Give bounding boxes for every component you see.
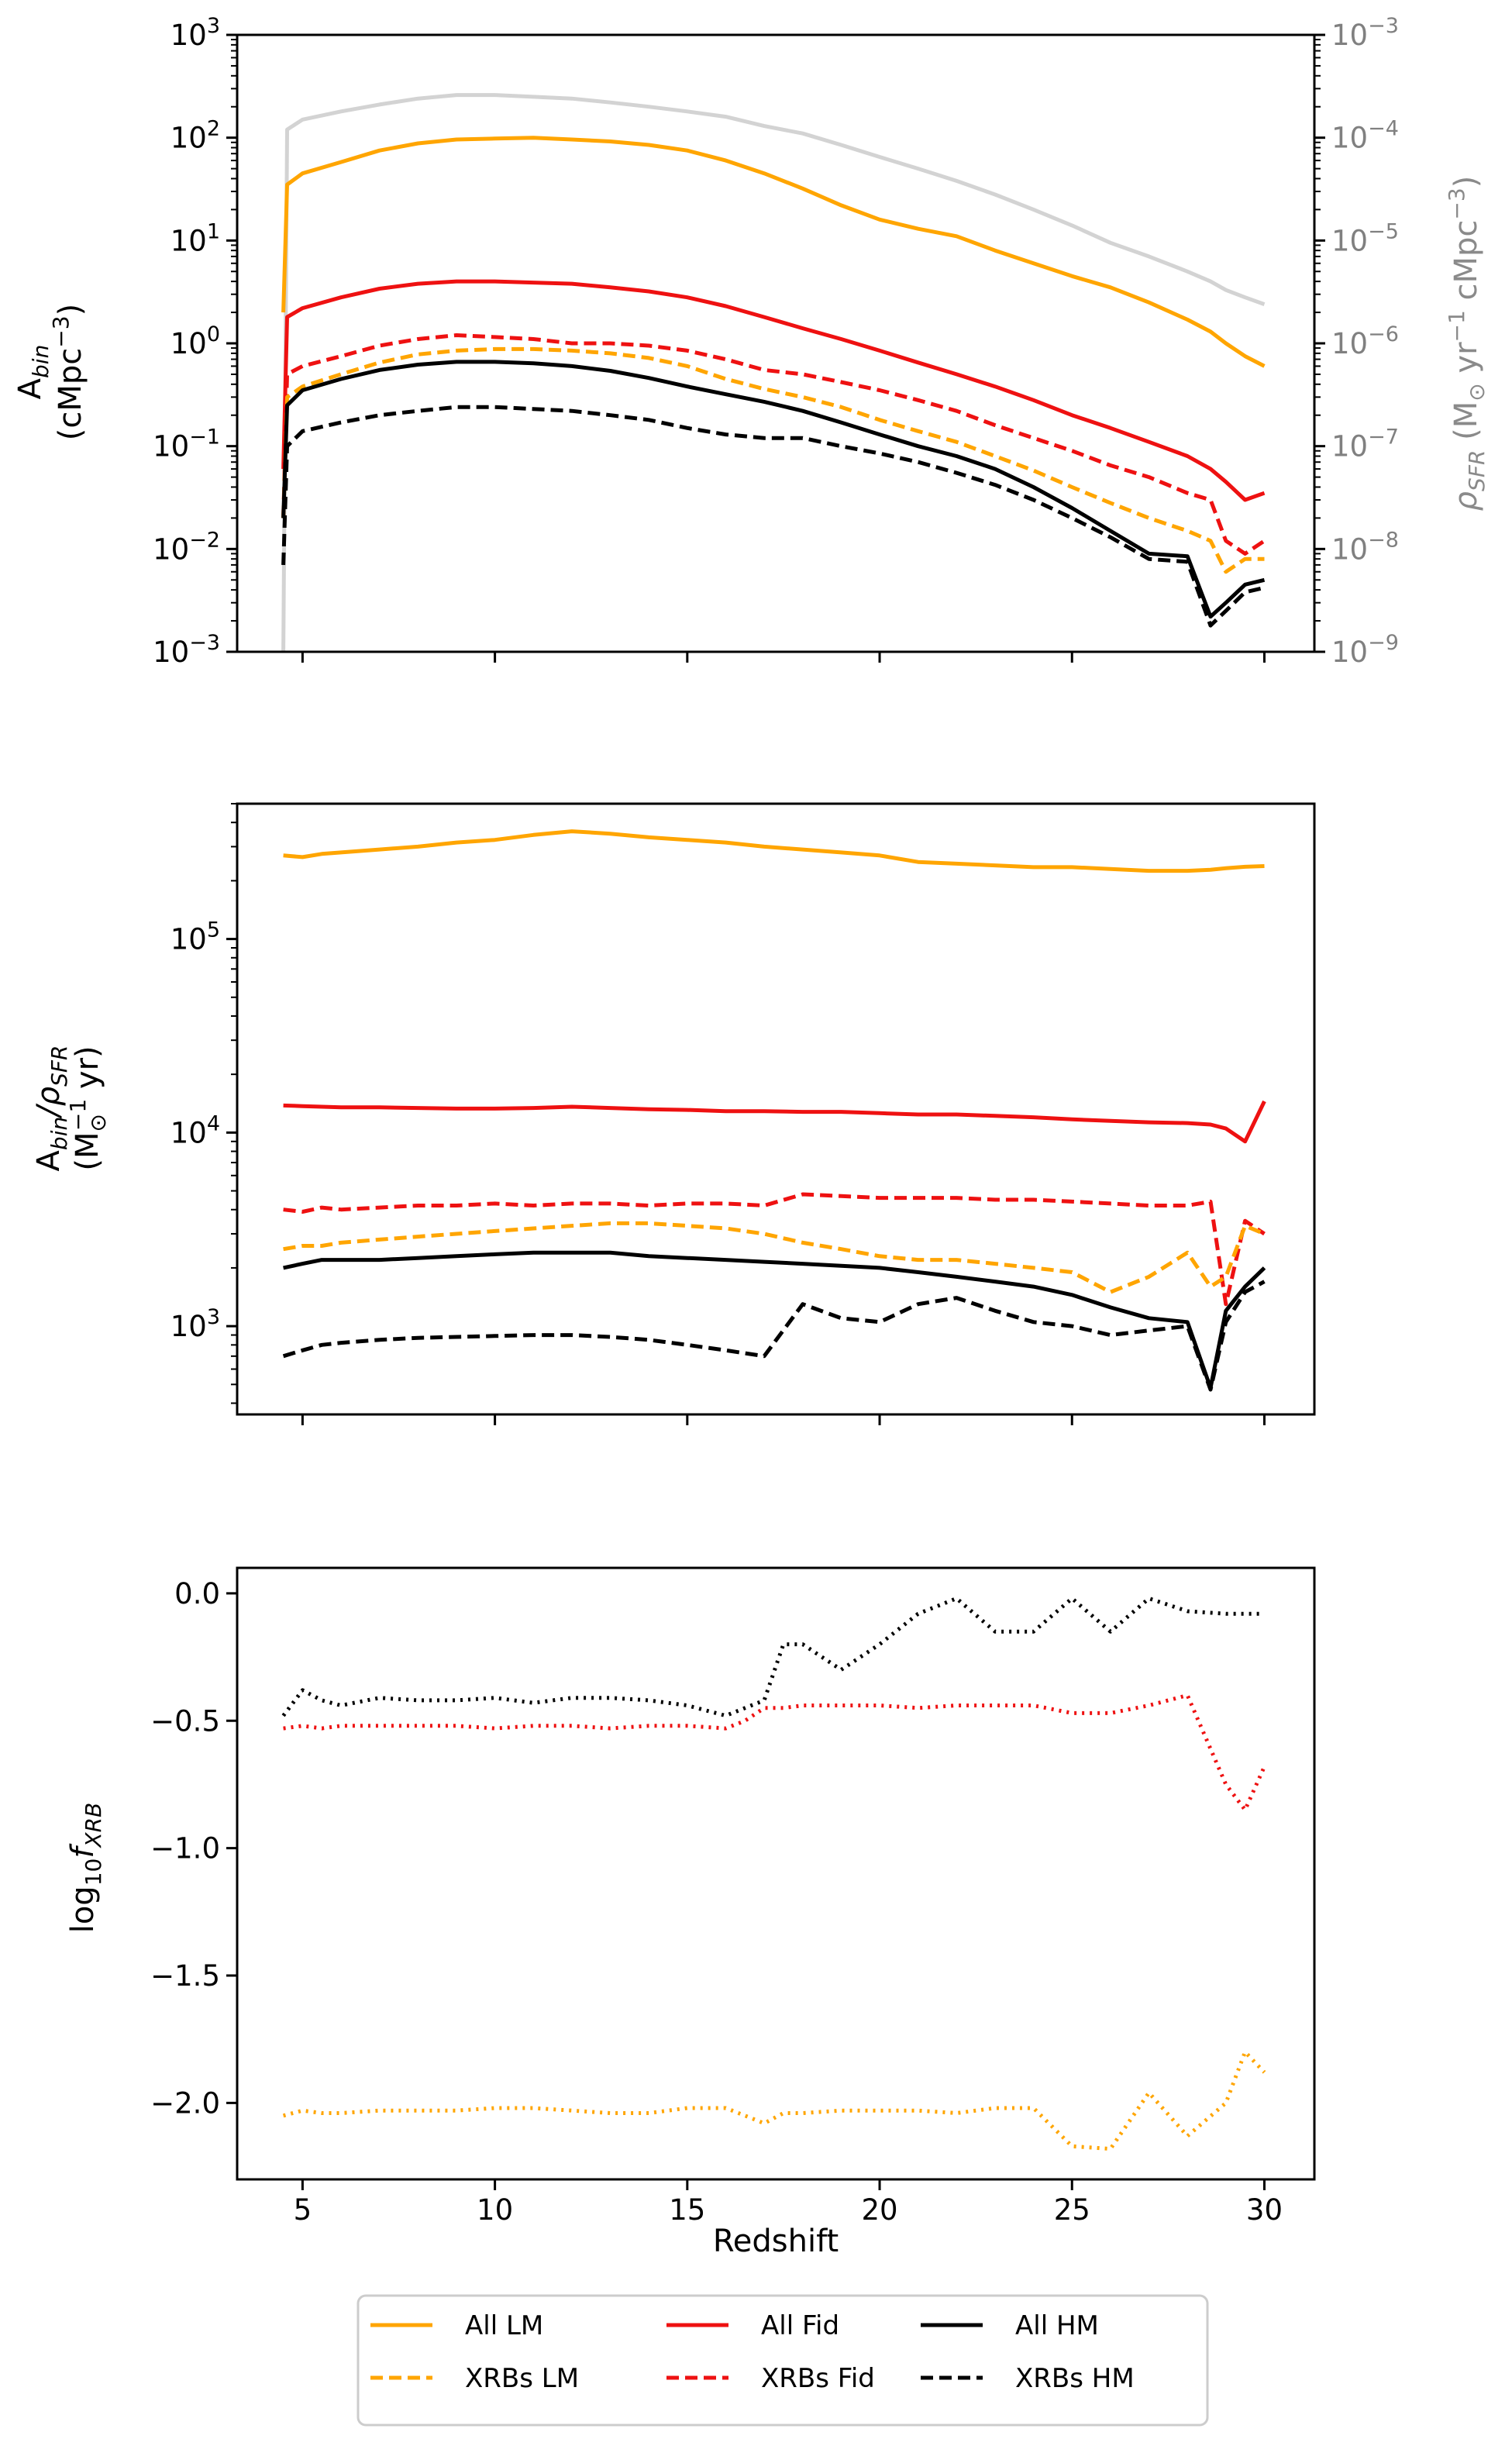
series-line-lm <box>282 2050 1266 2151</box>
legend-label: All HM <box>1015 2310 1099 2341</box>
series-line-xrbs-hm <box>282 1280 1266 1392</box>
series-line-all-fid <box>283 1100 1266 1144</box>
right-y-tick-label: 10−9 <box>1331 631 1399 669</box>
right-y-tick-label: 10−3 <box>1331 14 1399 52</box>
panel-top-ylabel-line2: (cMpc−3) <box>48 304 88 440</box>
y-tick-label: 10−3 <box>153 631 220 669</box>
series-line-xrbs-lm <box>283 1221 1266 1294</box>
panel-middle-y-ticks: 105 104 103 <box>170 803 237 1404</box>
panel-top-right-ylabel: ρSFR (M⊙ yr−1 cMpc−3) <box>1444 176 1490 512</box>
panel-bottom-y-ticks: 0.0 −0.5 −1.0 −1.5 −2.0 <box>150 1577 237 2120</box>
x-tick-label: 10 <box>477 2193 513 2227</box>
panel-bottom-x-ticks: 5 10 15 20 25 30 <box>294 2179 1283 2227</box>
series-line-hm <box>281 1596 1265 1718</box>
panel-top-ylabel-line1: Abin <box>12 345 53 400</box>
panel-bottom: 5 10 15 20 25 30 0.0 −0.5 −1.0 −1.5 −2.0 log10fXR… <box>65 1566 1316 2259</box>
legend-label: All Fid <box>761 2310 839 2341</box>
panel-middle-ylabel-line1: Abin/ρSFR <box>31 1046 72 1172</box>
panel-top-y-ticks: 103 102 101 100 10−1 10−2 10−3 <box>153 14 237 669</box>
y-tick-label: 0.0 <box>174 1577 220 1610</box>
legend: All LM XRBs LM All Fid XRBs Fid All HM XRBs H… <box>356 2294 1209 2427</box>
x-tick-label: 15 <box>669 2193 705 2227</box>
series-line-all-fid <box>281 279 1266 502</box>
right-y-tick-label: 10−8 <box>1331 528 1399 566</box>
right-y-tick-label: 10−5 <box>1331 219 1399 257</box>
x-tick-label: 25 <box>1054 2193 1090 2227</box>
legend-box <box>356 2294 1209 2427</box>
series-line-fid <box>283 1693 1266 1812</box>
y-tick-label: 102 <box>170 117 220 155</box>
y-tick-label: 10−2 <box>153 528 220 566</box>
right-y-tick-label: 10−4 <box>1331 117 1399 155</box>
series-line-all-lm <box>281 136 1266 368</box>
y-tick-label: 105 <box>170 918 220 956</box>
series-line-xrbs-fid <box>283 1192 1266 1307</box>
series-line-xrbs-lm <box>281 346 1265 574</box>
panel-middle-frame <box>236 802 1316 1416</box>
panel-middle: 105 104 103 Abin/ρSFR (M⊙−1 yr) <box>31 802 1316 1425</box>
panel-middle-x-ticks <box>301 1414 1266 1425</box>
series-line-all-hm <box>283 1250 1266 1390</box>
right-y-tick-label: 10−7 <box>1331 425 1399 463</box>
y-tick-label: 101 <box>170 219 220 257</box>
x-tick-label: 30 <box>1246 2193 1283 2227</box>
panel-middle-ylabel-line2: (M⊙−1 yr) <box>65 1046 111 1170</box>
x-tick-label: 20 <box>861 2193 897 2227</box>
y-tick-label: 10−1 <box>153 425 220 463</box>
panel-bottom-series <box>281 1596 1266 2151</box>
y-tick-label: 100 <box>170 322 220 360</box>
x-axis-label: Redshift <box>713 2224 839 2259</box>
panel-top-x-ticks <box>301 652 1266 663</box>
legend-label: XRBs LM <box>465 2363 579 2394</box>
y-tick-label: −2.0 <box>150 2086 220 2120</box>
panel-top-series <box>281 93 1266 652</box>
series-line--sfr <box>281 93 1266 652</box>
panel-middle-series <box>282 829 1266 1392</box>
legend-label: XRBs HM <box>1015 2363 1135 2394</box>
right-y-tick-label: 10−6 <box>1331 322 1399 360</box>
series-line-xrbs-fid <box>281 333 1266 556</box>
series-line-all-hm <box>281 360 1266 619</box>
x-tick-label: 5 <box>294 2193 312 2227</box>
series-line-xrbs-hm <box>281 405 1266 628</box>
series-line-all-lm <box>283 829 1265 873</box>
y-tick-label: 103 <box>170 1305 220 1343</box>
y-tick-label: 103 <box>170 14 220 52</box>
y-tick-label: −1.5 <box>150 1959 220 1993</box>
panel-bottom-frame <box>236 1566 1316 2181</box>
y-tick-label: 104 <box>170 1111 220 1149</box>
legend-label: All LM <box>465 2310 543 2341</box>
panel-top-right-y-ticks: 10−3 10−4 10−5 10−6 10−7 10−8 10−9 <box>1314 14 1399 669</box>
legend-entries: All LM XRBs LM All Fid XRBs Fid All HM XRBs H… <box>370 2310 1135 2394</box>
y-tick-label: −1.0 <box>150 1832 220 1865</box>
panel-bottom-ylabel: log10fXRB <box>65 1803 106 1934</box>
y-tick-label: −0.5 <box>150 1704 220 1738</box>
legend-label: XRBs Fid <box>761 2363 875 2394</box>
